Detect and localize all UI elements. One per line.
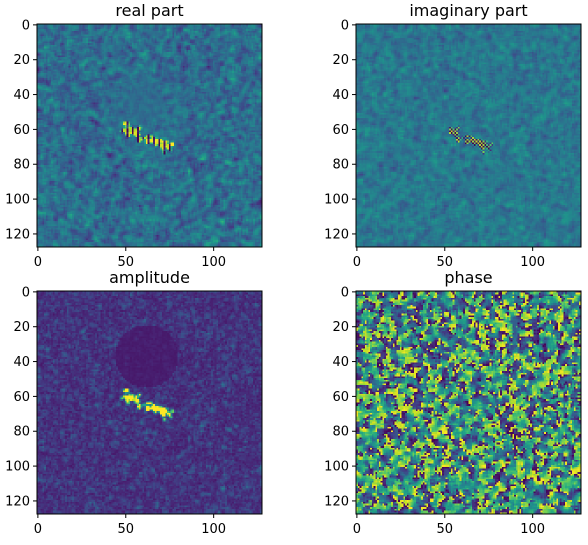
panel-real-part: real part 0 50 100 0 20 40 60 80 100 120	[5, 1, 263, 270]
y-tick-label: 80	[13, 158, 30, 173]
panel-amplitude: amplitude 0 50 100 0 20 40 60 80 100 120	[5, 268, 263, 537]
y-axis-ticks: 0 20 40 60 80 100 120	[324, 18, 356, 242]
y-tick-label: 40	[13, 88, 30, 103]
y-tick-label: 20	[332, 53, 349, 68]
x-tick-label: 50	[117, 255, 134, 270]
x-tick-label: 50	[436, 522, 453, 537]
x-tick-label: 50	[436, 255, 453, 270]
x-axis-ticks: 0 50 100	[34, 514, 226, 537]
y-tick-label: 40	[13, 355, 30, 370]
y-tick-label: 0	[22, 285, 30, 300]
y-tick-label: 60	[332, 123, 349, 138]
plot-frame	[36, 23, 263, 248]
y-tick-label: 100	[324, 193, 349, 208]
x-axis-ticks: 0 50 100	[353, 247, 545, 270]
y-tick-label: 60	[13, 123, 30, 138]
y-axis-ticks: 0 20 40 60 80 100 120	[5, 18, 37, 242]
heatmap-image	[37, 24, 262, 247]
heatmap-image	[356, 24, 581, 247]
plot-frame	[355, 23, 582, 248]
x-tick-label: 0	[353, 255, 361, 270]
y-tick-label: 80	[332, 158, 349, 173]
panel-phase: phase 0 50 100 0 20 40 60 80 100 120	[324, 268, 582, 537]
y-tick-label: 80	[13, 425, 30, 440]
y-tick-label: 120	[5, 494, 30, 509]
y-tick-label: 0	[22, 18, 30, 33]
panel-title: imaginary part	[409, 1, 527, 20]
y-axis-ticks: 0 20 40 60 80 100 120	[5, 285, 37, 509]
y-tick-label: 60	[332, 390, 349, 405]
x-tick-label: 50	[117, 522, 134, 537]
y-tick-label: 100	[5, 460, 30, 475]
y-tick-label: 80	[332, 425, 349, 440]
heatmap-image	[356, 291, 581, 514]
x-tick-label: 100	[201, 255, 226, 270]
y-tick-label: 0	[341, 18, 349, 33]
heatmap-image	[37, 291, 262, 514]
x-axis-ticks: 0 50 100	[34, 247, 226, 270]
y-tick-label: 40	[332, 88, 349, 103]
panel-title: amplitude	[109, 268, 190, 287]
y-tick-label: 120	[324, 227, 349, 242]
panel-title: real part	[115, 1, 183, 20]
panel-imaginary-part: imaginary part 0 50 100 0 20 40 60 80 100 120	[324, 1, 582, 270]
x-tick-label: 100	[520, 255, 545, 270]
y-tick-label: 20	[13, 53, 30, 68]
x-tick-label: 0	[353, 522, 361, 537]
y-tick-label: 120	[324, 494, 349, 509]
y-tick-label: 20	[332, 320, 349, 335]
plot-frame	[36, 290, 263, 515]
y-tick-label: 0	[341, 285, 349, 300]
x-axis-ticks: 0 50 100	[353, 514, 545, 537]
y-tick-label: 40	[332, 355, 349, 370]
panel-title: phase	[444, 268, 492, 287]
x-tick-label: 100	[201, 522, 226, 537]
y-tick-label: 20	[13, 320, 30, 335]
y-tick-label: 120	[5, 227, 30, 242]
y-tick-label: 100	[324, 460, 349, 475]
x-tick-label: 100	[520, 522, 545, 537]
y-tick-label: 100	[5, 193, 30, 208]
y-axis-ticks: 0 20 40 60 80 100 120	[324, 285, 356, 509]
x-tick-label: 0	[34, 522, 42, 537]
plot-frame	[355, 290, 582, 515]
x-tick-label: 0	[34, 255, 42, 270]
y-tick-label: 60	[13, 390, 30, 405]
